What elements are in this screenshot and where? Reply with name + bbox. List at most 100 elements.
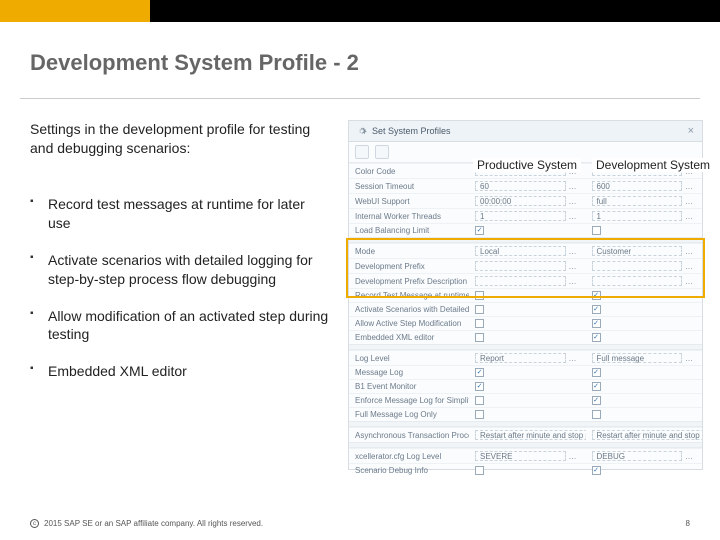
slide: Development System Profile - 2 Settings …: [0, 0, 720, 540]
more-icon[interactable]: …: [682, 277, 696, 286]
row-key: Scenario Debug Info: [349, 463, 469, 477]
checkbox[interactable]: [475, 291, 484, 300]
cell-productive: [469, 463, 586, 477]
row-key: Activate Scenarios with Detailed Logging: [349, 302, 469, 316]
cell-development: Customer…: [586, 243, 703, 258]
bullet-item: Embedded XML editor: [30, 362, 330, 381]
checkbox[interactable]: [475, 319, 484, 328]
value-field[interactable]: 1: [475, 211, 566, 221]
more-icon[interactable]: …: [566, 247, 580, 256]
row-key: Record Test Message at runtime: [349, 288, 469, 302]
row-key: Log Level: [349, 350, 469, 365]
row-key: Development Prefix: [349, 258, 469, 273]
cell-development: [586, 407, 703, 421]
more-icon[interactable]: …: [682, 247, 696, 256]
intro-text: Settings in the development profile for …: [30, 120, 330, 158]
more-icon[interactable]: …: [566, 354, 580, 363]
row-key: Session Timeout: [349, 178, 469, 193]
cell-development: DEBUG…: [586, 448, 703, 463]
checkbox[interactable]: [592, 466, 601, 475]
row-key: Allow Active Step Modification: [349, 316, 469, 330]
value-field[interactable]: Report: [475, 353, 566, 363]
row-key: Enforce Message Log for Simplified Calls: [349, 393, 469, 407]
bullet-item: Allow modification of an activated step …: [30, 307, 330, 345]
toolbar-btn-refresh[interactable]: [375, 145, 389, 159]
checkbox[interactable]: [475, 410, 484, 419]
checkbox[interactable]: [592, 291, 601, 300]
more-icon[interactable]: …: [682, 452, 696, 461]
value-field[interactable]: [592, 276, 683, 286]
cell-development: [586, 302, 703, 316]
cell-productive: SEVERE…: [469, 448, 586, 463]
checkbox[interactable]: [592, 319, 601, 328]
cell-productive: 00:00:00…: [469, 193, 586, 208]
cell-productive: [469, 288, 586, 302]
toolbar-btn-save[interactable]: [355, 145, 369, 159]
checkbox[interactable]: [592, 410, 601, 419]
bullet-list: Record test messages at runtime for late…: [30, 195, 330, 399]
value-field[interactable]: [475, 261, 566, 271]
more-icon[interactable]: …: [566, 197, 580, 206]
cell-productive: [469, 379, 586, 393]
title-divider: [20, 98, 700, 99]
value-field[interactable]: SEVERE: [475, 451, 566, 461]
more-icon[interactable]: …: [682, 197, 696, 206]
checkbox[interactable]: [475, 333, 484, 342]
cell-productive: [469, 393, 586, 407]
value-field[interactable]: Customer: [592, 246, 683, 256]
value-field[interactable]: [475, 276, 566, 286]
colhead-development: Development System: [592, 158, 714, 172]
page-number: 8: [686, 519, 690, 528]
cell-development: 1…: [586, 208, 703, 223]
cell-development: [586, 365, 703, 379]
cell-development: [586, 330, 703, 344]
value-field[interactable]: [592, 261, 683, 271]
row-key: xcellerator.cfg Log Level: [349, 448, 469, 463]
value-field[interactable]: 00:00:00: [475, 196, 566, 206]
value-field[interactable]: Local: [475, 246, 566, 256]
value-field[interactable]: 60: [475, 181, 566, 191]
more-icon[interactable]: …: [682, 262, 696, 271]
more-icon[interactable]: …: [682, 354, 696, 363]
cell-productive: 1…: [469, 208, 586, 223]
value-field[interactable]: DEBUG: [592, 451, 683, 461]
checkbox[interactable]: [592, 368, 601, 377]
cell-productive: [469, 302, 586, 316]
value-field[interactable]: 600: [592, 181, 683, 191]
cell-productive: Local…: [469, 243, 586, 258]
cell-development: [586, 463, 703, 477]
value-field[interactable]: 1: [592, 211, 683, 221]
checkbox[interactable]: [475, 466, 484, 475]
checkbox[interactable]: [475, 226, 484, 235]
more-icon[interactable]: …: [566, 277, 580, 286]
cell-productive: [469, 223, 586, 237]
checkbox[interactable]: [475, 382, 484, 391]
cell-development: [586, 288, 703, 302]
value-field[interactable]: Restart after minute and stop processing…: [475, 430, 586, 440]
cell-development: [586, 379, 703, 393]
more-icon[interactable]: …: [682, 212, 696, 221]
value-field[interactable]: Restart after minute and stop processing…: [592, 430, 703, 440]
checkbox[interactable]: [592, 382, 601, 391]
value-field[interactable]: Full message: [592, 353, 683, 363]
value-field[interactable]: full: [592, 196, 683, 206]
checkbox[interactable]: [592, 226, 601, 235]
row-key: Load Balancing Limit: [349, 223, 469, 237]
more-icon[interactable]: …: [566, 262, 580, 271]
more-icon[interactable]: …: [566, 452, 580, 461]
checkbox[interactable]: [475, 368, 484, 377]
checkbox[interactable]: [475, 396, 484, 405]
checkbox[interactable]: [592, 305, 601, 314]
cell-development: 600…: [586, 178, 703, 193]
gear-icon: [357, 126, 367, 136]
checkbox[interactable]: [475, 305, 484, 314]
close-icon[interactable]: ×: [688, 125, 694, 137]
row-key: Mode: [349, 243, 469, 258]
grid: Color Code……Session Timeout60…600…WebUI …: [349, 163, 702, 477]
more-icon[interactable]: …: [566, 182, 580, 191]
copyright-icon: c: [30, 519, 39, 528]
checkbox[interactable]: [592, 333, 601, 342]
more-icon[interactable]: …: [682, 182, 696, 191]
checkbox[interactable]: [592, 396, 601, 405]
more-icon[interactable]: …: [566, 212, 580, 221]
